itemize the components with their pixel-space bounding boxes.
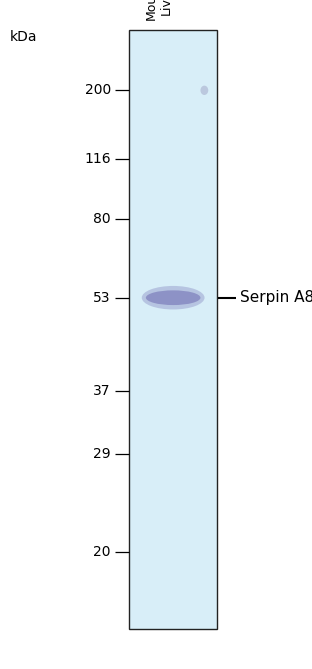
Text: kDa: kDa	[9, 30, 37, 44]
Text: 20: 20	[93, 545, 111, 559]
Ellipse shape	[146, 290, 201, 305]
Text: Mouse
Liver: Mouse Liver	[145, 0, 173, 20]
Ellipse shape	[200, 86, 208, 95]
Text: 37: 37	[93, 385, 111, 398]
Bar	[129, 30, 217, 629]
Text: 80: 80	[93, 213, 111, 226]
Text: Serpin A8: Serpin A8	[240, 290, 312, 305]
Text: 200: 200	[85, 84, 111, 97]
Ellipse shape	[142, 286, 205, 310]
Text: 29: 29	[93, 447, 111, 460]
Text: 53: 53	[93, 291, 111, 304]
Text: 116: 116	[84, 153, 111, 166]
